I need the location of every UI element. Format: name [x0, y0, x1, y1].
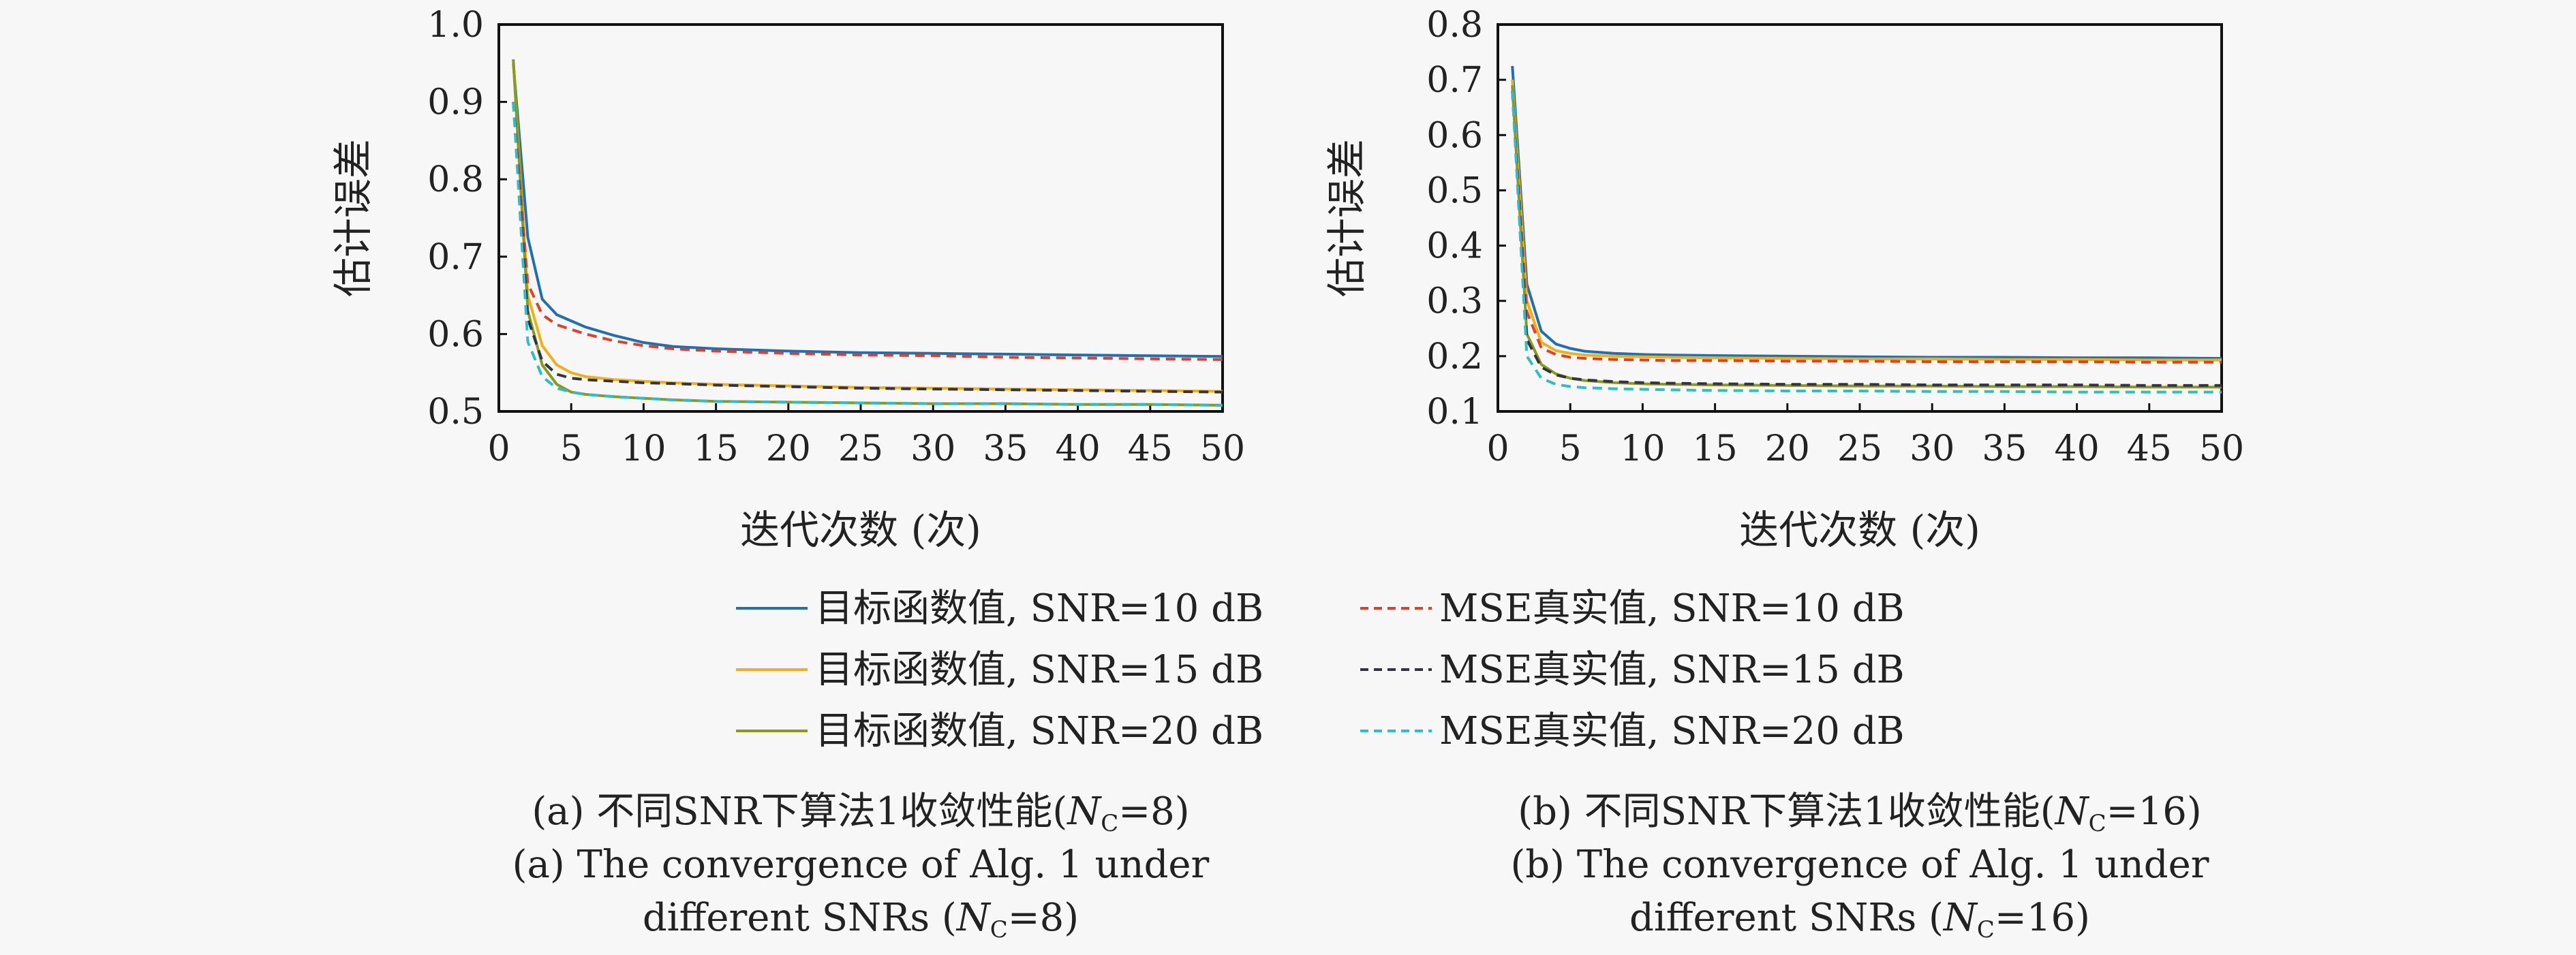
series-line	[512, 101, 1223, 361]
y-axis-title: 估计误差	[330, 139, 376, 297]
y-tick-label: 0.3	[1426, 281, 1483, 322]
chart-panel-a: 0 5 10 15 20 25 30 35 40 45 50 0.5 0.6 0.7 0.8 0.9 1.0 迭…	[330, 5, 1245, 553]
series-line	[1511, 91, 2222, 387]
legend-label: 目标函数值, SNR=15 dB	[815, 648, 1263, 692]
x-tick-label: 0	[487, 428, 510, 469]
x-tick-label: 10	[1620, 428, 1665, 469]
caption-cn: (b) 不同SNR下算法1收敛性能(NC=16)	[1518, 789, 2201, 837]
x-tick-label: 20	[766, 428, 811, 469]
y-tick-label: 1.0	[427, 5, 484, 46]
x-tick-label: 50	[2199, 428, 2244, 469]
legend-item: MSE真实值, SNR=10 dB	[1360, 586, 1905, 631]
x-tick-label: 5	[1559, 428, 1582, 469]
x-tick-label: 25	[838, 428, 883, 469]
legend-item: 目标函数值, SNR=10 dB	[736, 586, 1263, 631]
y-tick-label: 0.6	[427, 314, 484, 355]
legend-label: MSE真实值, SNR=10 dB	[1439, 586, 1905, 631]
x-tick-label: 45	[2127, 428, 2172, 469]
caption-en-line1: (b) The convergence of Alg. 1 under	[1510, 843, 2209, 887]
x-tick-label: 15	[1693, 428, 1738, 469]
x-tick-label: 30	[910, 428, 955, 469]
caption-a: (a) 不同SNR下算法1收敛性能(NC=8) (a) The converge…	[512, 789, 1210, 943]
caption-b: (b) 不同SNR下算法1收敛性能(NC=16) (b) The converg…	[1510, 789, 2209, 943]
series-line	[1511, 91, 2222, 394]
x-tick-label: 50	[1200, 428, 1245, 469]
legend-item: 目标函数值, SNR=15 dB	[736, 648, 1263, 692]
y-tick-label: 0.7	[1426, 60, 1483, 101]
x-tick-label: 35	[983, 428, 1028, 469]
caption-en-line2: different SNRs (NC=16)	[1629, 896, 2090, 943]
y-tick-label: 0.2	[1426, 336, 1483, 377]
x-tick-label: 25	[1837, 428, 1882, 469]
caption-en-line2: different SNRs (NC=8)	[643, 896, 1079, 943]
x-axis-title: 迭代次数 (次)	[1739, 507, 1980, 553]
series-line	[1511, 91, 2222, 364]
x-axis-title: 迭代次数 (次)	[740, 507, 981, 553]
y-tick-label: 0.5	[1426, 170, 1483, 211]
caption-en-line1: (a) The convergence of Alg. 1 under	[512, 843, 1210, 887]
x-tick-label: 40	[1056, 428, 1101, 469]
series-line	[1511, 79, 2222, 362]
caption-cn: (a) 不同SNR下算法1收敛性能(NC=8)	[532, 789, 1189, 837]
legend: 目标函数值, SNR=10 dB MSE真实值, SNR=10 dB 目标函数值…	[736, 586, 1905, 753]
legend-item: MSE真实值, SNR=20 dB	[1360, 709, 1905, 753]
y-tick-label: 0.8	[1426, 5, 1483, 46]
legend-item: MSE真实值, SNR=15 dB	[1360, 648, 1905, 692]
x-tick-label: 45	[1128, 428, 1173, 469]
axis-ticks: 0 5 10 15 20 25 30 35 40 45 50 0.1 0.2 0.3 0.4 0.5 0.6 0.…	[1426, 5, 2244, 469]
legend-label: MSE真实值, SNR=20 dB	[1439, 709, 1905, 753]
legend-label: 目标函数值, SNR=10 dB	[815, 586, 1263, 631]
series-line	[512, 101, 1223, 407]
y-tick-label: 0.8	[427, 159, 484, 200]
y-tick-label: 0.4	[1426, 226, 1483, 267]
series-lines	[512, 59, 1223, 407]
series-line	[512, 101, 1223, 394]
x-tick-label: 30	[1910, 428, 1954, 469]
x-tick-label: 20	[1765, 428, 1810, 469]
y-tick-label: 0.7	[427, 237, 484, 278]
y-tick-label: 0.5	[427, 392, 484, 433]
y-tick-label: 0.9	[427, 82, 484, 123]
y-tick-label: 0.1	[1426, 392, 1483, 433]
series-line	[512, 63, 1223, 358]
x-tick-label: 5	[560, 428, 583, 469]
y-tick-label: 0.6	[1426, 115, 1483, 156]
series-line	[1511, 65, 2222, 360]
x-tick-label: 40	[2055, 428, 2100, 469]
series-lines	[1511, 65, 2222, 394]
x-tick-label: 10	[621, 428, 666, 469]
legend-item: 目标函数值, SNR=20 dB	[736, 709, 1263, 753]
legend-label: 目标函数值, SNR=20 dB	[815, 709, 1263, 753]
axis-ticks: 0 5 10 15 20 25 30 35 40 45 50 0.5 0.6 0.7 0.8 0.9 1.0	[427, 5, 1245, 469]
x-tick-label: 15	[694, 428, 739, 469]
chart-panel-b: 0 5 10 15 20 25 30 35 40 45 50 0.1 0.2 0.3 0.4 0.5 0.6 0.…	[1323, 5, 2244, 553]
x-tick-label: 35	[1982, 428, 2027, 469]
legend-label: MSE真实值, SNR=15 dB	[1439, 648, 1905, 692]
x-tick-label: 0	[1486, 428, 1509, 469]
series-line	[1511, 85, 2222, 389]
y-axis-title: 估计误差	[1323, 139, 1370, 297]
